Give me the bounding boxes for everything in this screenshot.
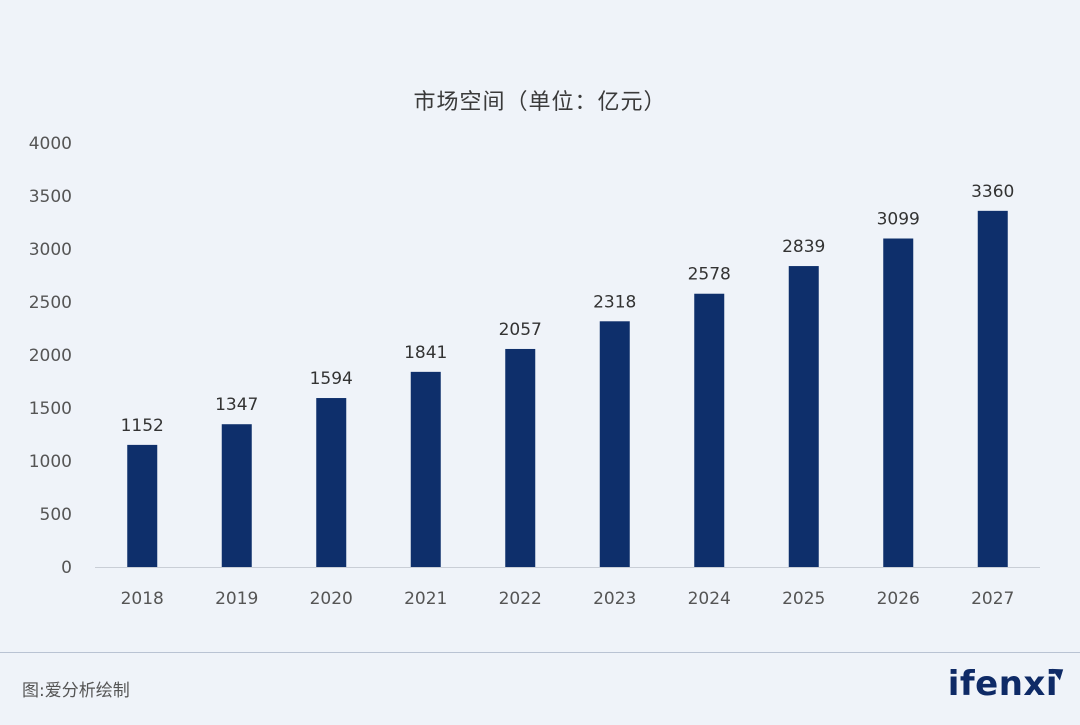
bar-chart: 0 500 1000 1500 2000 2500 3000 3500 4000 1152 2018…	[29, 134, 1040, 609]
x-tick-label-2025: 2025	[782, 589, 825, 609]
y-tick-label: 1000	[29, 452, 72, 472]
bar-2026	[883, 238, 914, 568]
data-label-2025: 2839	[782, 237, 825, 257]
data-label-2021: 1841	[404, 343, 447, 363]
x-tick-label-2026: 2026	[877, 589, 920, 609]
x-tick-label-2020: 2020	[310, 589, 353, 609]
data-label-2026: 3099	[877, 210, 920, 230]
brand-logo: ifenxi	[947, 663, 1068, 704]
data-label-2027: 3360	[971, 182, 1014, 202]
footer-divider	[0, 652, 1080, 653]
bar-2025	[788, 266, 819, 567]
y-tick-label: 500	[40, 505, 72, 525]
chart-title: 市场空间（单位：亿元）	[413, 90, 667, 115]
x-tick-label-2019: 2019	[215, 589, 258, 609]
data-label-2018: 1152	[121, 416, 164, 436]
y-tick-label: 2500	[29, 293, 72, 313]
bar-2023	[599, 321, 630, 567]
x-tick-label-2018: 2018	[121, 589, 164, 609]
x-tick-label-2022: 2022	[499, 589, 542, 609]
y-tick-label: 3000	[29, 240, 72, 260]
x-tick-label-2024: 2024	[688, 589, 731, 609]
bar-2020	[316, 398, 347, 567]
bar-2022	[505, 348, 536, 567]
data-label-2023: 2318	[593, 292, 636, 312]
y-tick-label: 1500	[29, 399, 72, 419]
bar-2018	[127, 444, 158, 567]
y-tick-label: 2000	[29, 346, 72, 366]
x-tick-label-2023: 2023	[593, 589, 636, 609]
x-tick-label-2021: 2021	[404, 589, 447, 609]
source-note: 图:爱分析绘制	[22, 681, 130, 701]
brand-text: ifenxi	[947, 664, 1058, 704]
data-label-2020: 1594	[310, 369, 353, 389]
chart-area: 市场空间（单位：亿元） 0 500 1000 1500 2000 2500 3000 3500…	[29, 90, 1040, 609]
y-tick-label: 3500	[29, 187, 72, 207]
y-tick-label: 4000	[29, 134, 72, 154]
bar-2027	[977, 210, 1008, 567]
data-label-2024: 2578	[688, 265, 731, 285]
bar-2019	[221, 424, 252, 567]
data-label-2022: 2057	[499, 320, 542, 340]
bar-2021	[410, 371, 441, 567]
y-tick-label: 0	[61, 558, 72, 578]
x-tick-label-2027: 2027	[971, 589, 1014, 609]
data-label-2019: 1347	[215, 395, 258, 415]
bar-2024	[694, 293, 725, 567]
